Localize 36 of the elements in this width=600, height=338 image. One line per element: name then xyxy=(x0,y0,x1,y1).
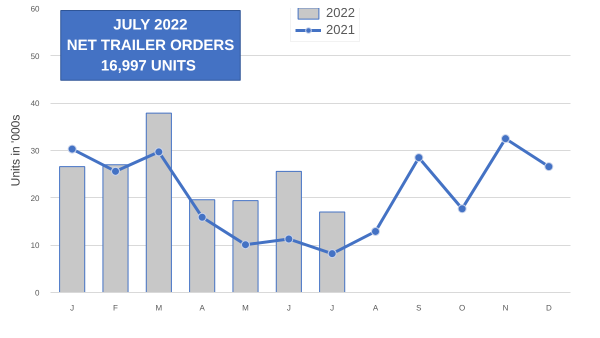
bar xyxy=(59,166,86,292)
text: JULY 2022 NET TRAILER ORDERS 16,997 UNITS xyxy=(66,16,234,74)
x-tick-label: N xyxy=(502,304,509,312)
y-tick-label: 40 xyxy=(30,99,40,108)
x-tick-label: J xyxy=(286,304,291,312)
point xyxy=(111,166,120,176)
point xyxy=(198,212,207,222)
point xyxy=(371,226,380,236)
y-tick-label: 60 xyxy=(30,4,40,14)
point xyxy=(284,234,294,244)
legend-label: 2022 xyxy=(326,7,355,20)
x-tick-label: M xyxy=(156,304,162,312)
y-axis-title: Units in '000s xyxy=(8,114,23,186)
y-tick-label: 0 xyxy=(35,288,40,298)
x-tick-label: M xyxy=(242,304,250,312)
x-tick-label: O xyxy=(459,304,466,312)
y-tick-label: 20 xyxy=(30,194,40,203)
point xyxy=(544,162,554,172)
y-tick-label: 50 xyxy=(30,52,40,61)
point xyxy=(458,204,467,214)
x-tick-label: F xyxy=(113,304,118,312)
point xyxy=(414,153,424,162)
point xyxy=(241,240,250,250)
point xyxy=(154,147,164,156)
y-tick-label: 10 xyxy=(30,241,40,250)
point xyxy=(328,249,337,258)
x-tick-label: A xyxy=(372,304,379,312)
x-tick-label: J xyxy=(330,304,334,312)
y-tick-label: 30 xyxy=(30,146,40,156)
x-tick-label: S xyxy=(416,304,422,312)
x-tick-label: A xyxy=(200,304,206,312)
x-tick-label: D xyxy=(546,304,552,312)
point xyxy=(68,144,77,154)
x-tick-label: J xyxy=(70,304,74,312)
legend-label: 2021 xyxy=(326,22,355,37)
point xyxy=(501,134,510,144)
